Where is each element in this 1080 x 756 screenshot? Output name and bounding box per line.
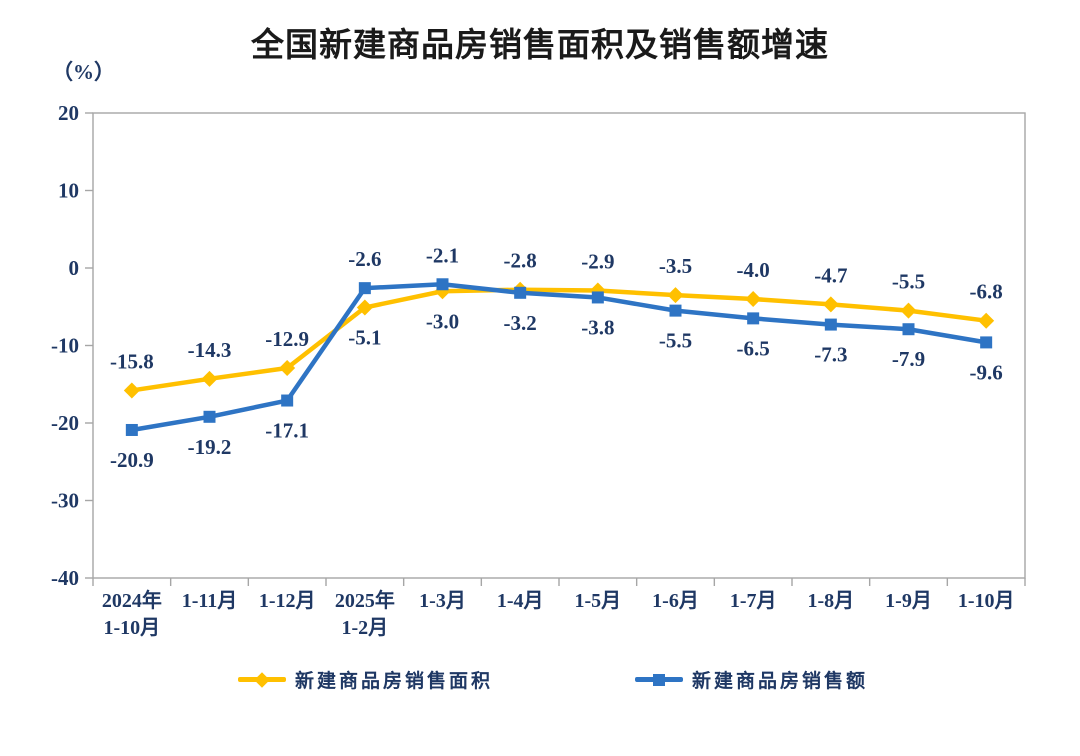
x-axis-label: 1-6月 bbox=[652, 590, 699, 612]
diamond-marker-icon bbox=[201, 370, 218, 387]
data-label: -14.3 bbox=[188, 338, 232, 362]
chart-title: 全国新建商品房销售面积及销售额增速 bbox=[251, 25, 829, 64]
y-axis-unit-label: （%） bbox=[52, 60, 115, 84]
plot-border bbox=[92, 112, 1026, 579]
data-label: -19.2 bbox=[188, 435, 232, 459]
data-label: -5.1 bbox=[348, 326, 381, 350]
data-label: -3.5 bbox=[659, 254, 692, 278]
square-marker-icon bbox=[824, 318, 837, 331]
legend-item-sales-amount: 新建商品房销售额 bbox=[635, 666, 868, 693]
diamond-marker-icon bbox=[900, 302, 917, 319]
square-marker-icon bbox=[653, 673, 665, 686]
data-label: -7.3 bbox=[814, 343, 847, 367]
square-marker-icon bbox=[669, 304, 682, 317]
square-marker-icon bbox=[125, 423, 138, 436]
data-label: -20.9 bbox=[110, 448, 154, 472]
square-marker-icon bbox=[281, 394, 294, 407]
data-label: -6.8 bbox=[970, 280, 1003, 304]
y-axis-tick-label: 10 bbox=[58, 179, 79, 203]
x-axis-label: 1-7月 bbox=[730, 590, 777, 612]
data-label: -2.8 bbox=[504, 249, 537, 273]
diamond-marker-icon bbox=[745, 291, 762, 307]
square-marker-icon bbox=[203, 410, 216, 423]
data-label: -4.0 bbox=[737, 258, 770, 282]
legend-label-sales-area: 新建商品房销售面积 bbox=[295, 671, 494, 692]
x-axis-label: 2025年 bbox=[335, 588, 395, 612]
data-label: -12.9 bbox=[265, 327, 309, 351]
square-marker-icon bbox=[591, 291, 604, 304]
data-label: -3.0 bbox=[426, 309, 459, 333]
square-marker-icon bbox=[358, 282, 371, 295]
x-axis-label: 2024年 bbox=[102, 588, 162, 612]
diamond-marker-icon bbox=[279, 359, 296, 376]
y-axis-tick-label: -40 bbox=[51, 566, 79, 590]
y-axis-tick-label: -10 bbox=[51, 334, 79, 358]
data-label: -5.5 bbox=[892, 270, 925, 294]
data-label: -3.8 bbox=[581, 315, 614, 339]
line-chart-canvas: 20 10 0 -10 -20 -30 -40 2024年 1-10月 1-11月 1-12月 202… bbox=[51, 101, 1026, 639]
x-axis-label: 1-4月 bbox=[497, 590, 544, 612]
data-label: -7.9 bbox=[892, 347, 925, 371]
y-axis-tick-label: -30 bbox=[51, 489, 79, 513]
x-axis-label: 1-5月 bbox=[574, 590, 621, 612]
legend-line-sales-area-icon bbox=[238, 671, 286, 688]
x-axis-label: 1-11月 bbox=[182, 590, 238, 612]
x-axis-label: 1-9月 bbox=[885, 590, 932, 612]
y-axis-tick-label: 0 bbox=[69, 256, 80, 280]
diamond-marker-icon bbox=[978, 312, 995, 329]
x-axis-label: 1-10月 bbox=[103, 617, 160, 639]
data-label: -17.1 bbox=[265, 419, 309, 443]
y-axis-tick-label: 20 bbox=[58, 101, 79, 125]
square-marker-icon bbox=[514, 286, 527, 299]
x-axis-label: 1-2月 bbox=[341, 617, 388, 639]
legend-line-sales-amount-icon bbox=[635, 673, 683, 686]
data-label: -2.9 bbox=[581, 249, 614, 273]
square-marker-icon bbox=[980, 336, 993, 349]
x-axis-label: 1-8月 bbox=[807, 590, 854, 612]
legend-item-sales-area: 新建商品房销售面积 bbox=[238, 666, 493, 693]
diamond-marker-icon bbox=[822, 296, 839, 313]
diamond-marker-icon bbox=[356, 299, 373, 316]
square-marker-icon bbox=[902, 323, 915, 336]
data-label: -5.5 bbox=[659, 329, 692, 353]
x-axis-label: 1-10月 bbox=[958, 590, 1015, 612]
data-label: -2.1 bbox=[426, 243, 459, 267]
x-axis-label: 1-12月 bbox=[259, 590, 316, 612]
diamond-marker-icon bbox=[123, 382, 140, 399]
series-line-0 bbox=[129, 287, 989, 393]
square-marker-icon bbox=[747, 312, 760, 325]
data-label: -3.2 bbox=[504, 311, 537, 335]
data-label: -9.6 bbox=[970, 360, 1003, 384]
data-label: -2.6 bbox=[348, 247, 381, 271]
diamond-marker-icon bbox=[254, 671, 270, 688]
data-label: -15.8 bbox=[110, 349, 154, 373]
legend-label-sales-amount: 新建商品房销售额 bbox=[692, 671, 869, 692]
data-label: -4.7 bbox=[814, 263, 847, 287]
data-label: -6.5 bbox=[737, 336, 770, 360]
square-marker-icon bbox=[436, 278, 449, 291]
diamond-marker-icon bbox=[667, 287, 684, 304]
x-axis-label: 1-3月 bbox=[419, 590, 466, 612]
y-axis-tick-label: -20 bbox=[51, 411, 79, 435]
series-line-1 bbox=[129, 282, 989, 433]
